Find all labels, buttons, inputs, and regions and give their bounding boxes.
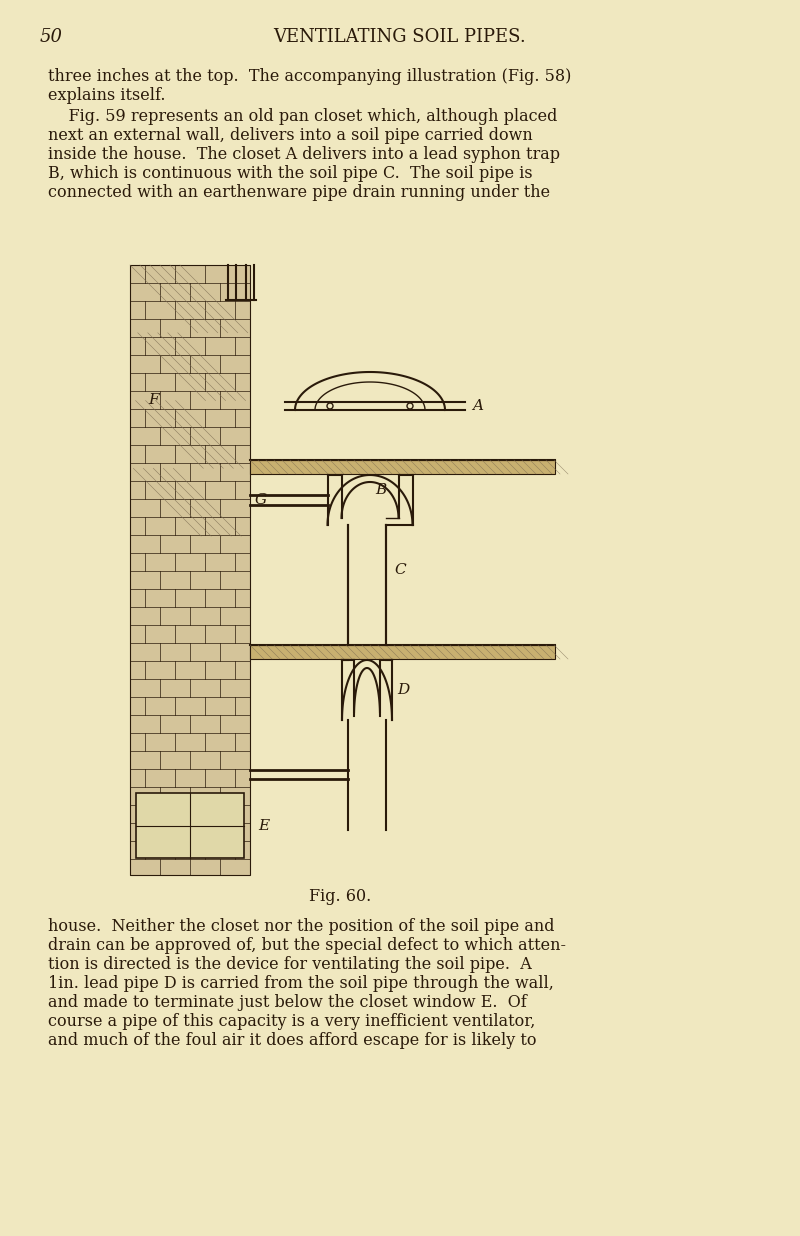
Text: three inches at the top.  The accompanying illustration (Fig. 58): three inches at the top. The accompanyin… xyxy=(48,68,571,85)
Text: VENTILATING SOIL PIPES.: VENTILATING SOIL PIPES. xyxy=(274,28,526,46)
Text: and made to terminate just below the closet window E.  Of: and made to terminate just below the clo… xyxy=(48,994,526,1011)
Text: and much of the foul air it does afford escape for is likely to: and much of the foul air it does afford … xyxy=(48,1032,537,1049)
Text: inside the house.  The closet A delivers into a lead syphon trap: inside the house. The closet A delivers … xyxy=(48,146,560,163)
Text: Fig. 60.: Fig. 60. xyxy=(309,887,371,905)
Bar xyxy=(130,265,250,875)
Bar xyxy=(136,794,244,858)
Text: 50: 50 xyxy=(40,28,63,46)
Text: G: G xyxy=(255,493,267,507)
Text: tion is directed is the device for ventilating the soil pipe.  A: tion is directed is the device for venti… xyxy=(48,955,532,973)
Text: house.  Neither the closet nor the position of the soil pipe and: house. Neither the closet nor the positi… xyxy=(48,918,554,934)
Text: F: F xyxy=(148,393,158,407)
Text: next an external wall, delivers into a soil pipe carried down: next an external wall, delivers into a s… xyxy=(48,127,533,145)
Text: A: A xyxy=(472,399,483,413)
Text: course a pipe of this capacity is a very inefficient ventilator,: course a pipe of this capacity is a very… xyxy=(48,1014,535,1030)
Bar xyxy=(250,460,555,473)
Text: 1in. lead pipe D is carried from the soil pipe through the wall,: 1in. lead pipe D is carried from the soi… xyxy=(48,975,554,993)
Text: Fig. 59 represents an old pan closet which, although placed: Fig. 59 represents an old pan closet whi… xyxy=(48,108,558,125)
Text: E: E xyxy=(258,818,269,833)
Text: B: B xyxy=(375,483,386,497)
Text: explains itself.: explains itself. xyxy=(48,87,166,104)
Text: C: C xyxy=(394,564,406,577)
Bar xyxy=(250,645,555,659)
Text: drain can be approved of, but the special defect to which atten-: drain can be approved of, but the specia… xyxy=(48,937,566,954)
Text: B, which is continuous with the soil pipe C.  The soil pipe is: B, which is continuous with the soil pip… xyxy=(48,164,533,182)
Text: connected with an earthenware pipe drain running under the: connected with an earthenware pipe drain… xyxy=(48,184,550,201)
Text: D: D xyxy=(397,684,410,697)
